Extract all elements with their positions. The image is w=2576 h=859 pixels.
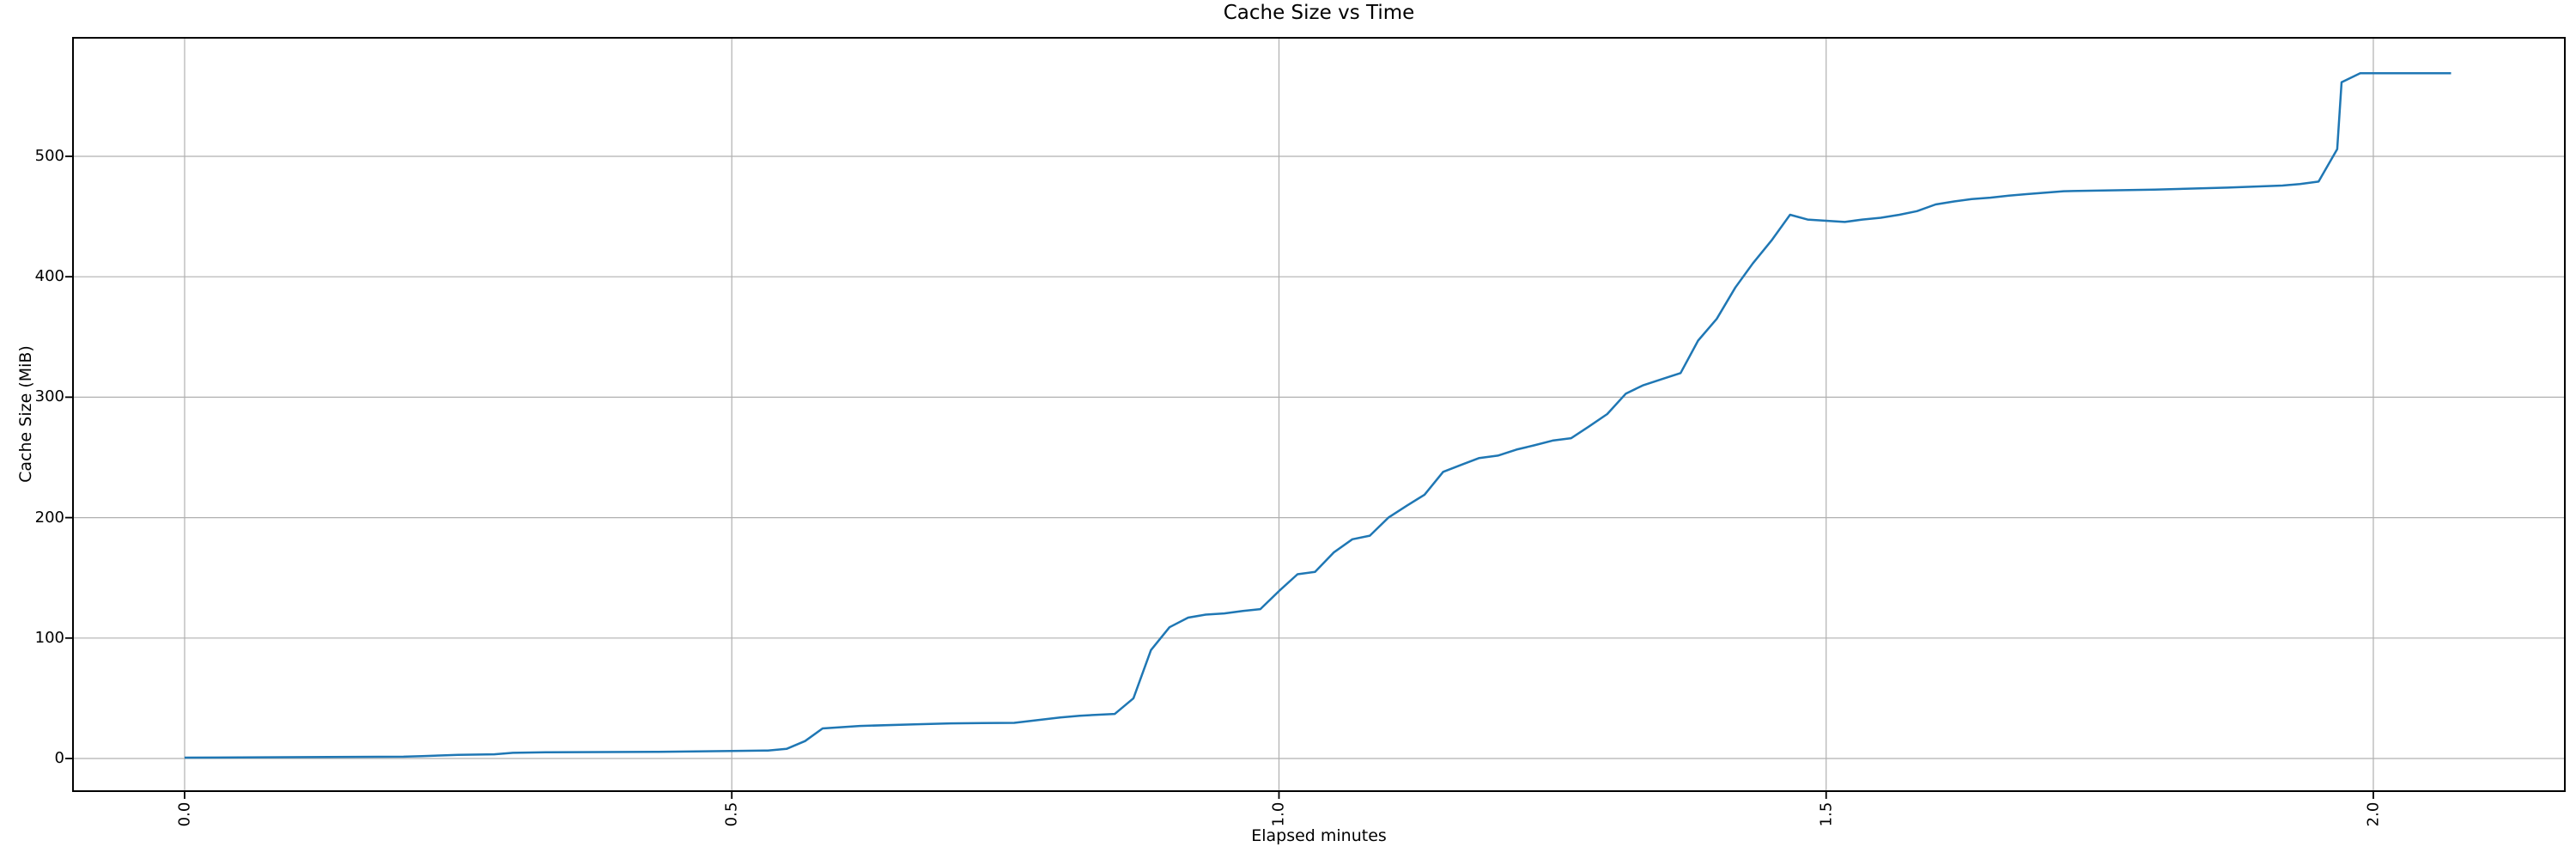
y-tick-label: 400: [34, 267, 64, 286]
y-tick-label: 0: [54, 749, 64, 767]
data-line: [184, 71, 2451, 759]
y-axis-label: Cache Size (MiB): [16, 345, 35, 483]
x-tick-label: 0.5: [722, 801, 741, 827]
axes-frame: [72, 37, 2566, 792]
y-tick-label: 100: [34, 628, 64, 647]
plot-background: [73, 38, 2565, 791]
x-tick-label: 0.0: [175, 801, 194, 827]
x-tick-label: 2.0: [2364, 801, 2383, 827]
x-axis-label: Elapsed minutes: [1251, 826, 1387, 845]
x-tick-label: 1.0: [1269, 801, 1288, 827]
y-tick-label: 300: [34, 387, 64, 406]
y-tick-label: 200: [34, 508, 64, 527]
chart-title: Cache Size vs Time: [1223, 2, 1415, 24]
x-tick-label: 1.5: [1817, 801, 1836, 827]
y-tick-label: 500: [34, 146, 64, 165]
